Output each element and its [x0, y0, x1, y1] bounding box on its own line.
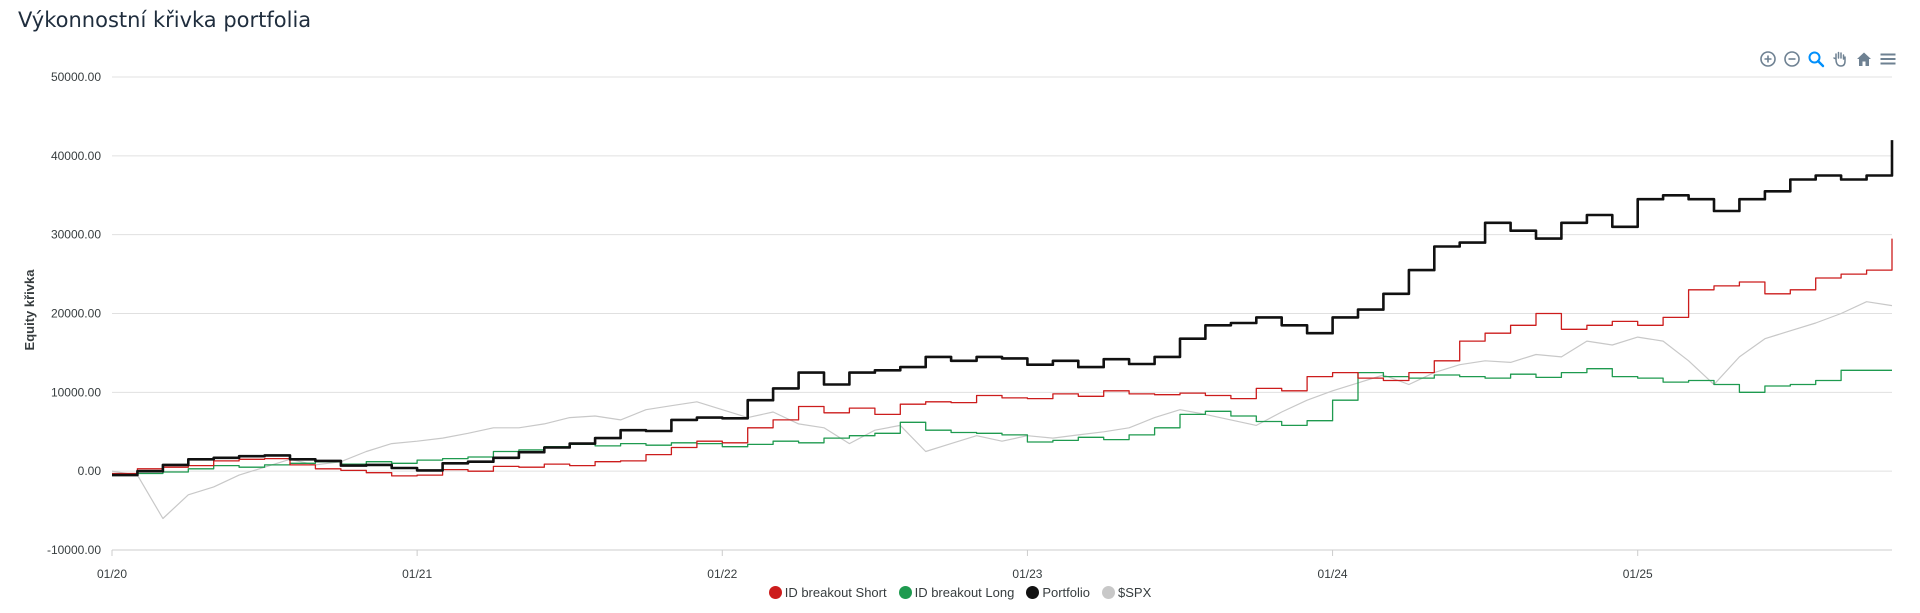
x-tick-label: 01/21 — [402, 567, 432, 581]
pan-hand-icon — [1833, 51, 1846, 67]
y-tick-label: 10000.00 — [51, 385, 101, 399]
series-line-id-breakout-short[interactable] — [112, 238, 1893, 477]
y-axis-ticks: -10000.00 0.00 10000.00 20000.00 30000.00 400… — [47, 70, 101, 557]
series-line-id-breakout-long[interactable] — [112, 368, 1892, 475]
legend-marker — [1102, 586, 1116, 599]
zoom-in-icon — [1760, 51, 1776, 67]
chart-toolbar — [1756, 48, 1900, 70]
chart-legend: ID breakout Short ID breakout Long Portfol… — [0, 585, 1920, 600]
x-tick-label: 01/22 — [707, 567, 737, 581]
chart-menu-button[interactable] — [1876, 48, 1900, 70]
x-tick-label: 01/23 — [1012, 567, 1042, 581]
y-tick-label: 40000.00 — [51, 149, 101, 163]
zoom-selection-icon — [1808, 51, 1825, 68]
x-tick-label: 01/20 — [97, 567, 127, 581]
y-tick-label: 0.00 — [78, 464, 102, 478]
chart-title: Výkonnostní křivka portfolia — [18, 8, 312, 32]
legend-label: ID breakout Short — [784, 585, 887, 600]
legend-label: $SPX — [1118, 585, 1152, 600]
x-tick-label: 01/25 — [1623, 567, 1653, 581]
zoom-out-button[interactable] — [1780, 48, 1804, 70]
grid-lines — [112, 76, 1892, 551]
legend-item[interactable]: ID breakout Long — [898, 585, 1015, 600]
series-line-portfolio[interactable] — [112, 140, 1894, 477]
pan-button[interactable] — [1828, 48, 1852, 70]
x-axis-ticks: 01/20 01/21 01/22 01/23 01/24 01/25 — [97, 550, 1653, 581]
zoom-in-button[interactable] — [1756, 48, 1780, 70]
legend-item[interactable]: Portfolio — [1026, 585, 1090, 600]
series-line-spx[interactable] — [111, 301, 1893, 520]
legend-label: Portfolio — [1042, 585, 1091, 600]
home-reset-icon — [1857, 52, 1871, 66]
menu-icon — [1880, 53, 1896, 65]
legend-item[interactable]: ID breakout Short — [768, 585, 887, 600]
y-axis-title: Equity křivka — [22, 269, 37, 351]
y-tick-label: -10000.00 — [47, 543, 101, 557]
reset-zoom-button[interactable] — [1852, 48, 1876, 70]
legend-marker — [768, 586, 782, 599]
legend-marker — [898, 586, 912, 599]
legend-item[interactable]: $SPX — [1102, 585, 1151, 600]
zoom-selection-button[interactable] — [1804, 48, 1828, 70]
legend-marker — [1026, 586, 1040, 599]
y-tick-label: 50000.00 — [51, 70, 101, 84]
x-tick-label: 01/24 — [1318, 567, 1348, 581]
y-tick-label: 30000.00 — [51, 228, 101, 242]
legend-label: ID breakout Long — [914, 585, 1015, 600]
y-tick-label: 20000.00 — [51, 307, 101, 321]
series-lines — [111, 140, 1894, 520]
zoom-out-icon — [1784, 51, 1800, 67]
